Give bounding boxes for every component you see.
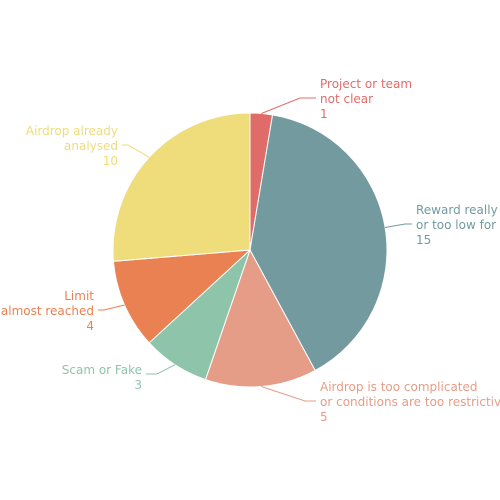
slice-label: Project or team (320, 77, 412, 91)
slice-value-label: 15 (416, 233, 431, 247)
slice-label: Airdrop already (26, 124, 118, 138)
leader-line (261, 386, 316, 402)
leader-line (122, 144, 150, 158)
leader-line (146, 364, 176, 375)
slice-value-label: 1 (320, 107, 328, 121)
pie-slice[interactable] (249, 114, 388, 372)
pie-slices (112, 112, 388, 388)
slice-value-label: 5 (320, 410, 328, 424)
pie-slice[interactable] (112, 112, 251, 262)
slice-label: Reward really (416, 203, 498, 217)
slice-label: Airdrop is too complicated (320, 380, 478, 394)
slice-value-label: 4 (86, 319, 94, 333)
slice-label: not clear (320, 92, 373, 106)
slice-label: or too low for c (416, 218, 500, 232)
leader-line (98, 304, 125, 311)
slice-label: or conditions are too restrictiv (320, 395, 500, 409)
slice-value-label: 3 (134, 378, 142, 392)
slice-label: Limit (64, 289, 94, 303)
slice-value-label: 10 (103, 154, 118, 168)
slice-label: analysed (64, 139, 118, 153)
leader-line (385, 223, 412, 228)
slice-label: almost reached (1, 304, 94, 318)
slice-label: Scam or Fake (62, 363, 142, 377)
pie-slice[interactable] (112, 249, 252, 344)
leader-line (261, 97, 316, 114)
